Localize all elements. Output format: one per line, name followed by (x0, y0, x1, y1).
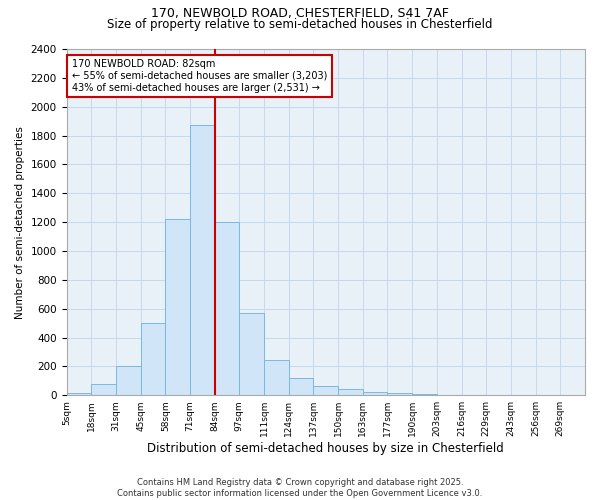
Y-axis label: Number of semi-detached properties: Number of semi-detached properties (15, 126, 25, 318)
Text: 170 NEWBOLD ROAD: 82sqm
← 55% of semi-detached houses are smaller (3,203)
43% of: 170 NEWBOLD ROAD: 82sqm ← 55% of semi-de… (72, 60, 327, 92)
Bar (67, 393, 91, 395)
Bar (140, 323, 165, 395)
Bar (412, 394, 437, 395)
Bar (388, 392, 412, 395)
Bar (116, 366, 140, 395)
Bar (313, 386, 338, 395)
Bar (165, 219, 190, 395)
Bar (190, 126, 215, 395)
Bar (289, 378, 313, 395)
Bar (338, 390, 363, 395)
X-axis label: Distribution of semi-detached houses by size in Chesterfield: Distribution of semi-detached houses by … (148, 442, 504, 455)
Bar (264, 360, 289, 395)
Bar (91, 384, 116, 395)
Text: Contains HM Land Registry data © Crown copyright and database right 2025.
Contai: Contains HM Land Registry data © Crown c… (118, 478, 482, 498)
Text: Size of property relative to semi-detached houses in Chesterfield: Size of property relative to semi-detach… (107, 18, 493, 31)
Bar (363, 392, 388, 395)
Bar (239, 313, 264, 395)
Bar (215, 222, 239, 395)
Text: 170, NEWBOLD ROAD, CHESTERFIELD, S41 7AF: 170, NEWBOLD ROAD, CHESTERFIELD, S41 7AF (151, 8, 449, 20)
